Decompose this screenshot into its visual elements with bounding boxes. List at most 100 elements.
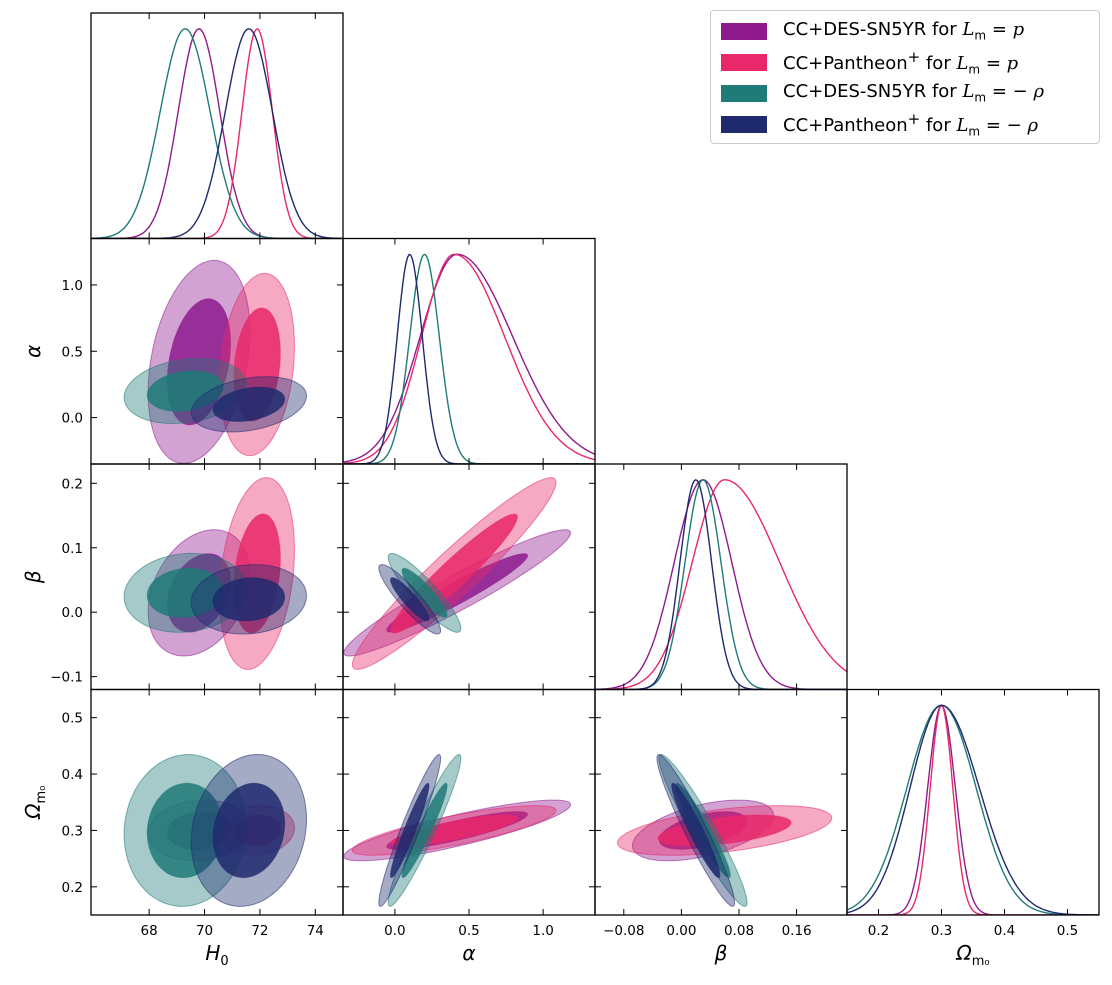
- y-tick-label: 0.0: [62, 411, 83, 427]
- panel-content: [123, 477, 308, 670]
- x-tick-label: −0.08: [603, 923, 644, 939]
- y-tick-label: 0.2: [62, 476, 83, 492]
- panel-frame: [594, 463, 848, 691]
- y-axis-label-Om0: Ωm₀: [21, 786, 49, 820]
- marginal-curve-CC-Pantheon-for-L_m-p: [343, 253, 595, 464]
- panel-content: [595, 478, 847, 690]
- marginal-curve-CC-DES-SN5YR-for-L_m-p: [847, 704, 1099, 915]
- legend: CC+DES-SN5YR for Lm = p CC+Pantheon+ for…: [710, 10, 1100, 144]
- panel-content: [847, 704, 1099, 915]
- contour-1sigma-CC-Pantheon-for-L_m-: [671, 782, 721, 878]
- x-tick-label: 0.3: [931, 923, 952, 939]
- y-axis-label-sub: m₀: [34, 786, 49, 804]
- panel-content: [123, 259, 308, 464]
- contour-1sigma-CC-DES-SN5YR-for-L_m-: [146, 370, 224, 412]
- x-tick-label: 74: [307, 923, 324, 939]
- panel-frame: [90, 12, 344, 240]
- marginal-curve-CC-DES-SN5YR-for-L_m-p: [343, 253, 595, 463]
- contour-panel-alpha-Om0: 0.0 0.5 1.0: [342, 688, 596, 939]
- contour-1sigma-CC-Pantheon-for-L_m-p: [390, 513, 518, 634]
- y-axis-label-alpha: α: [21, 345, 45, 358]
- y-tick-label: 0.4: [62, 767, 83, 783]
- marginal-curve-CC-DES-SN5YR-for-L_m-: [595, 479, 847, 690]
- x-tick-label: 0.00: [666, 923, 696, 939]
- y-tick-label: 0.3: [62, 823, 83, 839]
- x-axis-label-Om0: Ωm₀: [955, 941, 989, 969]
- x-tick-label: 0.5: [1057, 923, 1078, 939]
- legend-label: CC+DES-SN5YR for Lm = − ρ: [783, 81, 1045, 105]
- legend-swatch: [721, 53, 767, 71]
- legend-swatch: [721, 22, 767, 40]
- marginal-curve-CC-DES-SN5YR-for-L_m-: [343, 253, 595, 464]
- panel-frame: [342, 237, 596, 465]
- x-axis-label-H0: H0: [205, 941, 228, 969]
- contour-panel-H0-beta: −0.1 0.0 0.1 0.2: [50, 463, 344, 691]
- x-tick-label: 72: [251, 923, 268, 939]
- marginal-curve-CC-Pantheon-for-L_m-: [343, 253, 595, 464]
- contour-1sigma-CC-Pantheon-for-L_m-: [212, 577, 286, 622]
- x-axis-label-sub: m₀: [972, 954, 990, 969]
- panel-content: [123, 753, 308, 907]
- legend-swatch: [721, 115, 767, 133]
- marginal-panel-H0: [90, 12, 344, 240]
- legend-label: CC+DES-SN5YR for Lm = p: [783, 19, 1025, 43]
- legend-swatch: [721, 84, 767, 102]
- marginal-curve-CC-Pantheon-for-L_m-p: [847, 704, 1099, 915]
- marginal-curve-CC-DES-SN5YR-for-L_m-p: [91, 28, 343, 239]
- contour-panel-H0-alpha: 0.0 0.5 1.0: [62, 237, 344, 465]
- contour-1sigma-CC-DES-SN5YR-for-L_m-: [401, 567, 448, 618]
- legend-entry-des-rho: CC+DES-SN5YR for Lm = − ρ: [721, 81, 1044, 105]
- x-tick-label: 0.4: [994, 923, 1015, 939]
- marginal-panel-alpha: [342, 237, 596, 465]
- y-tick-label: 0.2: [62, 880, 83, 896]
- panel-content: [343, 477, 572, 670]
- marginal-curve-CC-DES-SN5YR-for-L_m-p: [595, 479, 847, 690]
- contour-panel-beta-Om0: −0.08 0.00 0.08 0.16: [594, 688, 848, 939]
- contour-panel-alpha-beta: [342, 463, 596, 691]
- x-tick-label: 0.2: [868, 923, 889, 939]
- panel-content: [343, 253, 595, 464]
- marginal-curve-CC-Pantheon-for-L_m-p: [91, 28, 343, 239]
- legend-entry-des-p: CC+DES-SN5YR for Lm = p: [721, 19, 1024, 43]
- legend-label: CC+Pantheon+ for Lm = p: [783, 47, 1019, 77]
- contour-1sigma-CC-DES-SN5YR-for-L_m-: [401, 782, 448, 878]
- x-tick-label: 0.5: [458, 923, 479, 939]
- y-tick-label: 1.0: [62, 278, 83, 294]
- y-tick-label: 0.5: [62, 344, 83, 360]
- x-tick-label: 0.16: [782, 923, 812, 939]
- contour-1sigma-CC-Pantheon-for-L_m-: [212, 782, 286, 879]
- contour-1sigma-CC-DES-SN5YR-for-L_m-: [146, 782, 224, 878]
- x-tick-label: 0.08: [724, 923, 754, 939]
- marginal-curve-CC-Pantheon-for-L_m-: [595, 478, 847, 690]
- x-axis-label-sub: 0: [220, 954, 228, 969]
- x-tick-label: 1.0: [532, 923, 553, 939]
- contour-1sigma-CC-Pantheon-for-L_m-: [390, 782, 430, 878]
- legend-entry-pantheon-rho: CC+Pantheon+ for Lm = − ρ: [721, 109, 1039, 139]
- marginal-curve-CC-Pantheon-for-L_m-: [847, 704, 1099, 915]
- x-tick-label: 0.0: [384, 923, 405, 939]
- contour-1sigma-CC-Pantheon-for-L_m-: [390, 577, 430, 622]
- y-tick-label: −0.1: [50, 670, 83, 686]
- x-axis-label-beta: β: [714, 941, 728, 965]
- legend-entry-pantheon-p: CC+Pantheon+ for Lm = p: [721, 47, 1019, 77]
- marginal-panel-Om0: 0.2 0.3 0.4 0.5: [846, 688, 1100, 939]
- panel-frame: [846, 688, 1100, 916]
- marginal-curve-CC-DES-SN5YR-for-L_m-: [847, 704, 1099, 915]
- panel-content: [91, 28, 343, 239]
- marginal-panel-beta: [594, 463, 848, 691]
- y-tick-label: 0.5: [62, 711, 83, 727]
- panel-content: [343, 753, 572, 907]
- y-tick-label: 0.0: [62, 605, 83, 621]
- marginal-curve-CC-Pantheon-for-L_m-p: [595, 479, 847, 690]
- x-axis-label-alpha: α: [462, 941, 475, 965]
- x-tick-label: 68: [141, 923, 158, 939]
- marginal-curve-CC-DES-SN5YR-for-L_m-: [91, 28, 343, 239]
- y-tick-label: 0.1: [62, 541, 83, 557]
- contour-panel-H0-Om0: 68 70 72 74 0.2 0.3 0.4 0.5: [62, 688, 344, 939]
- marginal-curve-CC-Pantheon-for-L_m-: [91, 28, 343, 239]
- panel-content: [616, 753, 833, 907]
- contour-1sigma-CC-Pantheon-for-L_m-: [212, 386, 286, 422]
- legend-label: CC+Pantheon+ for Lm = − ρ: [783, 109, 1039, 139]
